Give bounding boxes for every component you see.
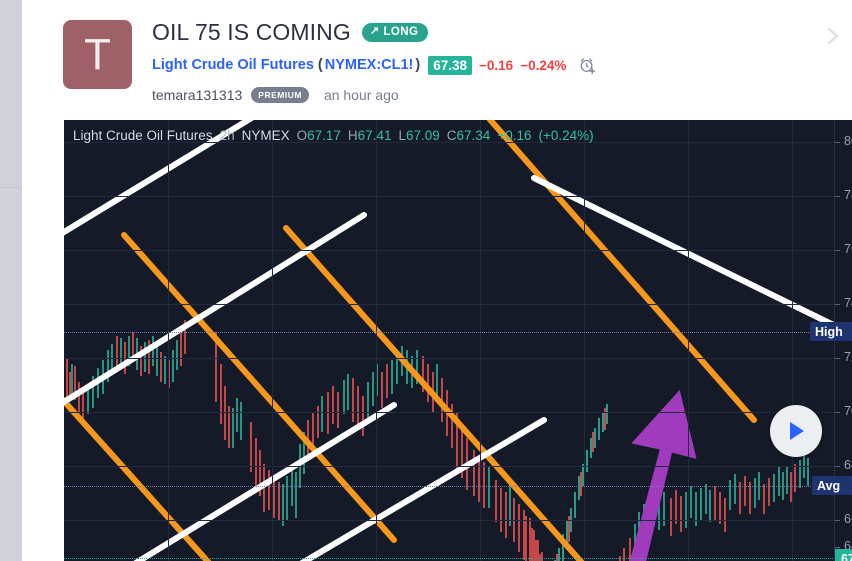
high-level-tag: High bbox=[810, 322, 848, 341]
legend-high-value: 67.41 bbox=[357, 128, 392, 143]
legend-close-label: C bbox=[446, 128, 457, 143]
add-alert-clock-icon[interactable] bbox=[578, 56, 597, 75]
avg-level-tag: Avg bbox=[812, 476, 846, 495]
symbol-row: Light Crude Oil Futures ( NYMEX:CL1! ) 6… bbox=[152, 53, 852, 77]
legend-high: H67.41 bbox=[348, 128, 392, 143]
page-title: OIL 75 IS COMING bbox=[152, 18, 351, 45]
ticker-link[interactable]: NYMEX:CL1! bbox=[324, 57, 414, 73]
legend-exchange: NYMEX bbox=[241, 128, 290, 143]
title-row: OIL 75 IS COMING ↗ LONG bbox=[152, 18, 852, 46]
avatar-letter: T bbox=[84, 29, 111, 79]
chevron-right-icon[interactable] bbox=[820, 22, 846, 50]
chart-canvas bbox=[64, 120, 835, 561]
purple-up-arrow bbox=[615, 389, 697, 561]
legend-change: +0.16 bbox=[497, 128, 532, 143]
legend-close-value: 67.34 bbox=[456, 128, 491, 143]
legend-low-label: L bbox=[398, 128, 406, 143]
symbol-name-link[interactable]: Light Crude Oil Futures bbox=[152, 57, 314, 73]
legend-high-label: H bbox=[347, 128, 358, 143]
chart-legend: Light Crude Oil Futures 2h NYMEX O67.17 … bbox=[73, 128, 594, 143]
last-price-badge: 67.38 bbox=[428, 55, 473, 75]
timestamp: an hour ago bbox=[323, 87, 399, 103]
paren-close: ) bbox=[415, 57, 421, 73]
direction-badge-label: LONG bbox=[383, 25, 419, 38]
paren-open: ( bbox=[317, 57, 323, 73]
price-change-percent: −0.24% bbox=[520, 57, 567, 73]
avatar[interactable]: T bbox=[63, 20, 132, 89]
legend-low-value: 67.09 bbox=[405, 128, 440, 143]
last-price-axis-value: 67.3 bbox=[835, 549, 852, 561]
premium-badge: PREMIUM bbox=[251, 87, 309, 103]
meta-row: temara131313 PREMIUM an hour ago bbox=[152, 84, 852, 106]
left-rail-bottom bbox=[0, 187, 23, 561]
high-level-value: 76.9 bbox=[847, 322, 852, 341]
legend-low: L67.09 bbox=[398, 128, 439, 143]
legend-open-label: O bbox=[296, 128, 308, 143]
high-level-badge[interactable]: High 76.9 bbox=[810, 322, 852, 341]
author-link[interactable]: temara131313 bbox=[152, 87, 243, 103]
chart-grid bbox=[64, 120, 852, 561]
avg-level-line bbox=[64, 486, 835, 487]
white-channel-lines bbox=[64, 120, 835, 561]
legend-open: O67.17 bbox=[297, 128, 341, 143]
chart-area[interactable]: Light Crude Oil Futures 2h NYMEX O67.17 … bbox=[64, 120, 852, 561]
header-text-column: OIL 75 IS COMING ↗ LONG Light Crude Oil … bbox=[152, 18, 852, 106]
legend-interval: 2h bbox=[219, 128, 235, 143]
legend-symbol: Light Crude Oil Futures bbox=[73, 128, 213, 143]
direction-badge[interactable]: ↗ LONG bbox=[361, 22, 429, 42]
high-level-line bbox=[64, 332, 835, 333]
last-price-line bbox=[64, 558, 835, 559]
legend-change-percent: (+0.24%) bbox=[538, 128, 594, 143]
last-price-badge-axis[interactable]: 67.3 bbox=[835, 549, 852, 561]
price-change: −0.16 bbox=[479, 57, 514, 73]
play-icon bbox=[790, 422, 804, 440]
avg-level-value: 70.3 bbox=[845, 476, 852, 495]
arrow-up-right-icon: ↗ bbox=[369, 25, 380, 37]
avg-level-badge[interactable]: Avg 70.3 bbox=[812, 476, 852, 495]
left-rail-top bbox=[0, 0, 23, 186]
play-button[interactable] bbox=[770, 405, 822, 457]
legend-open-value: 67.17 bbox=[307, 128, 341, 143]
idea-card: T OIL 75 IS COMING ↗ LONG Light Crude Oi… bbox=[22, 0, 852, 561]
candle-series bbox=[66, 320, 809, 561]
legend-close: C67.34 bbox=[447, 128, 491, 143]
